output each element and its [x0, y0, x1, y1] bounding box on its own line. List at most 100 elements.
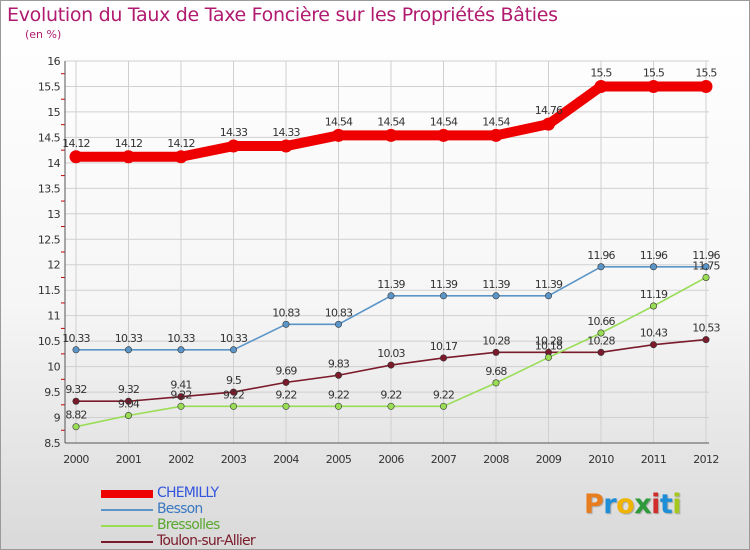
data-label: 11.75 — [692, 259, 720, 272]
y-tick-label: 12.5 — [38, 233, 61, 246]
x-tick-label: 2007 — [431, 453, 457, 466]
data-point — [384, 128, 398, 142]
data-point — [69, 150, 83, 164]
x-tick-label: 2000 — [63, 453, 89, 466]
data-label: 15.5 — [643, 66, 665, 79]
data-point — [597, 329, 605, 337]
data-label: 9.22 — [328, 388, 349, 401]
data-label: 10.33 — [167, 332, 195, 345]
data-point — [649, 263, 657, 271]
data-point — [649, 341, 657, 349]
legend-swatch — [101, 490, 153, 498]
logo-letter: i — [651, 489, 660, 520]
x-tick-label: 2002 — [168, 453, 194, 466]
logo-letter: r — [603, 489, 617, 520]
data-point — [72, 397, 80, 405]
data-point — [439, 292, 447, 300]
y-tick-label: 12 — [47, 259, 60, 272]
data-label: 15.5 — [695, 66, 717, 79]
logo-letter: P — [584, 489, 604, 520]
data-point — [387, 361, 395, 369]
data-point — [544, 353, 552, 361]
data-point — [177, 346, 185, 354]
data-point — [282, 320, 290, 328]
x-tick-label: 2001 — [116, 453, 142, 466]
data-point — [437, 128, 450, 142]
data-label: 11.39 — [482, 278, 510, 291]
x-tick-label: 2009 — [536, 453, 562, 466]
data-point — [492, 292, 500, 300]
data-point — [702, 336, 710, 344]
y-tick-label: 15.5 — [38, 80, 61, 93]
data-label: 9.83 — [328, 357, 350, 370]
legend-swatch — [101, 525, 153, 527]
data-point — [387, 292, 395, 300]
data-label: 9.04 — [118, 397, 140, 410]
data-label: 11.39 — [430, 278, 458, 291]
data-label: 14.54 — [325, 115, 353, 128]
data-label: 9.32 — [118, 383, 139, 396]
data-point — [647, 79, 660, 93]
data-point — [492, 379, 500, 387]
data-point — [439, 402, 447, 410]
data-label: 10.03 — [377, 347, 405, 360]
x-tick-label: 2003 — [221, 453, 247, 466]
data-point — [597, 263, 605, 271]
data-point — [230, 388, 238, 396]
data-label: 10.33 — [62, 332, 90, 345]
y-tick-label: 14.5 — [38, 131, 61, 144]
logo-letter: o — [616, 489, 635, 520]
proxiti-logo: Proxiti — [584, 489, 682, 520]
data-point — [227, 139, 240, 153]
x-tick-label: 2008 — [483, 453, 509, 466]
data-point — [542, 117, 555, 131]
y-tick-label: 8.5 — [44, 437, 60, 450]
y-tick-label: 9 — [54, 412, 61, 425]
x-tick-label: 2010 — [588, 453, 614, 466]
data-label: 9.32 — [65, 383, 86, 396]
data-point — [334, 320, 342, 328]
legend-swatch — [101, 509, 153, 511]
data-point — [492, 348, 500, 356]
data-point — [597, 348, 605, 356]
data-point — [439, 354, 447, 362]
data-point — [125, 411, 133, 419]
data-label: 10.33 — [115, 332, 143, 345]
data-label: 10.18 — [535, 339, 563, 352]
data-point — [72, 423, 80, 431]
data-label: 11.39 — [535, 278, 563, 291]
data-point — [332, 128, 345, 142]
data-label: 10.28 — [587, 334, 615, 347]
data-label: 14.12 — [167, 137, 195, 150]
y-tick-label: 9.5 — [44, 386, 60, 399]
data-point — [230, 402, 238, 410]
data-label: 11.96 — [587, 249, 615, 262]
x-tick-label: 2012 — [693, 453, 719, 466]
data-label: 10.66 — [587, 315, 615, 328]
y-tick-label: 11.5 — [38, 284, 61, 297]
data-label: 10.28 — [482, 334, 510, 347]
data-label: 15.5 — [590, 66, 612, 79]
data-label: 9.22 — [380, 388, 401, 401]
data-label: 14.33 — [272, 126, 300, 139]
y-tick-label: 13 — [47, 208, 60, 221]
data-label: 14.54 — [482, 115, 510, 128]
logo-letter: i — [672, 489, 682, 520]
legend-label: Besson — [157, 501, 203, 517]
x-tick-label: 2011 — [641, 453, 667, 466]
data-label: 9.22 — [170, 388, 191, 401]
data-point — [282, 378, 290, 386]
legend-label: Toulon-sur-Allier — [157, 533, 256, 549]
legend-label: CHEMILLY — [157, 485, 219, 501]
y-tick-label: 10.5 — [38, 335, 61, 348]
y-tick-label: 11 — [47, 310, 60, 323]
y-tick-label: 14 — [47, 157, 60, 170]
data-point — [702, 263, 710, 271]
data-point — [177, 393, 185, 401]
data-point — [387, 402, 395, 410]
data-label: 10.33 — [220, 332, 248, 345]
y-tick-label: 15 — [47, 106, 60, 119]
data-label: 14.12 — [62, 137, 90, 150]
